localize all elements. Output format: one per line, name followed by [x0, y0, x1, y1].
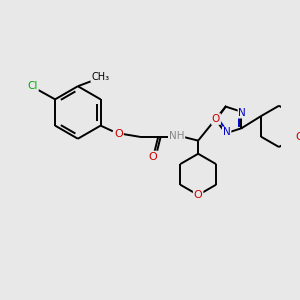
Text: CH₃: CH₃ — [91, 72, 110, 82]
Text: N: N — [223, 128, 230, 137]
Text: Cl: Cl — [27, 81, 38, 91]
Text: O: O — [149, 152, 158, 162]
Text: O: O — [212, 114, 220, 124]
Text: N: N — [238, 108, 246, 118]
Text: O: O — [295, 132, 300, 142]
Text: O: O — [114, 129, 123, 139]
Text: O: O — [194, 190, 203, 200]
Text: NH: NH — [169, 131, 184, 141]
